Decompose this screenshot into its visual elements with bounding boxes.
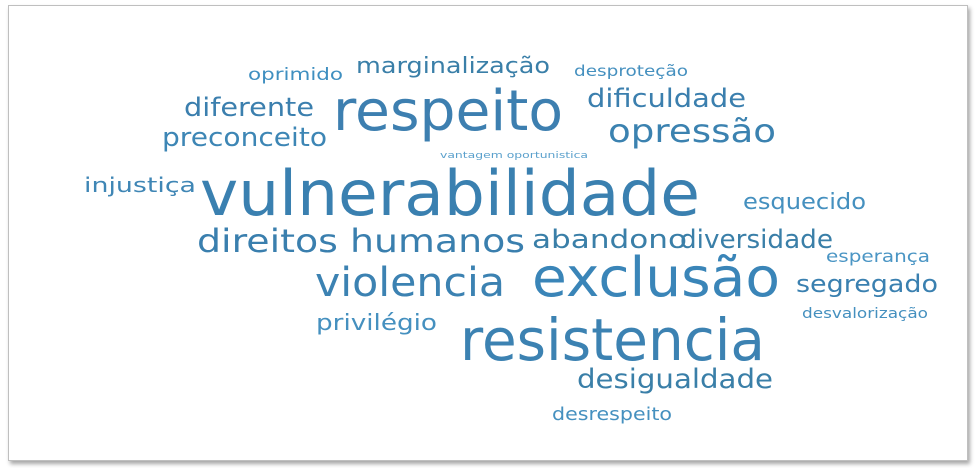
word: desvalorização xyxy=(802,306,928,322)
word: violencia xyxy=(315,260,505,306)
word: abandono xyxy=(532,225,687,255)
word: marginalização xyxy=(356,54,550,79)
word: esquecido xyxy=(743,190,866,215)
word: vantagem oportunistica xyxy=(440,151,588,161)
word: preconceito xyxy=(162,123,327,153)
word: exclusão xyxy=(532,246,780,309)
word: resistencia xyxy=(460,306,765,374)
word: respeito xyxy=(333,79,563,144)
word: dificuldade xyxy=(587,84,746,114)
word-cloud-frame xyxy=(8,5,968,461)
word: privilégio xyxy=(316,311,437,336)
word: diversidade xyxy=(680,225,833,255)
word: desrespeito xyxy=(552,404,672,425)
word: opressão xyxy=(608,112,776,150)
word: diferente xyxy=(184,93,314,123)
word: injustiça xyxy=(84,173,196,197)
word: desigualdade xyxy=(577,364,773,395)
word: esperança xyxy=(826,247,930,267)
word: segregado xyxy=(796,270,938,298)
word: oprimido xyxy=(248,65,343,85)
word: direitos humanos xyxy=(197,222,525,260)
word: vulnerabilidade xyxy=(200,157,700,230)
word: desproteção xyxy=(574,62,688,80)
